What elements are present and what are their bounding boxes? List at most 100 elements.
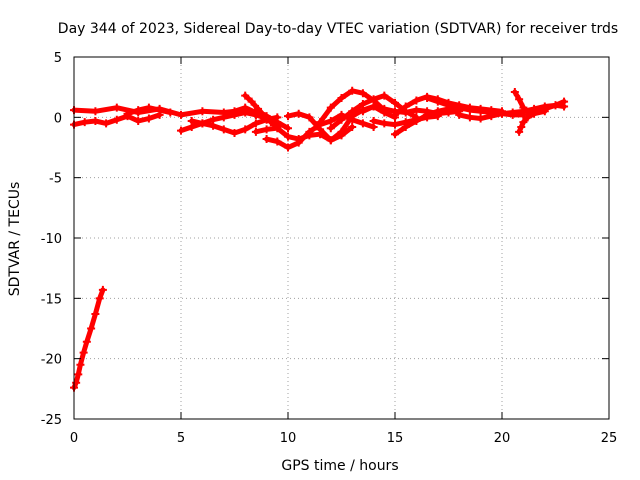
data-point — [177, 110, 185, 119]
data-point — [540, 107, 549, 116]
data-point — [241, 103, 250, 112]
data-point — [95, 294, 104, 303]
data-point — [391, 130, 399, 139]
data-point — [358, 89, 367, 98]
data-point — [251, 119, 260, 128]
data-point — [219, 113, 228, 122]
data-point — [262, 125, 271, 134]
data-point — [423, 113, 432, 122]
data-point — [91, 116, 100, 125]
x-tick-label: 25 — [601, 431, 618, 446]
y-tick-label: -25 — [41, 413, 62, 428]
data-point — [337, 127, 346, 136]
data-point — [198, 119, 207, 128]
data-point — [530, 109, 539, 118]
data-point — [247, 97, 256, 106]
data-point — [391, 110, 399, 119]
data-point — [241, 91, 250, 100]
data-point — [198, 107, 207, 116]
data-point — [519, 103, 528, 112]
data-point — [177, 126, 185, 135]
data-marks — [70, 86, 569, 392]
data-point — [123, 109, 132, 118]
data-point — [305, 127, 314, 136]
data-point — [230, 129, 239, 138]
data-point — [369, 95, 378, 104]
data-point — [144, 114, 153, 123]
data-point — [465, 106, 474, 115]
data-point — [251, 127, 260, 136]
data-point — [241, 125, 250, 134]
data-point — [348, 86, 357, 95]
x-tick-label: 10 — [280, 431, 297, 446]
data-point — [412, 115, 421, 124]
data-point — [487, 112, 496, 121]
data-point — [560, 97, 569, 106]
x-tick-label: 0 — [70, 431, 78, 446]
data-point — [326, 116, 335, 125]
data-point — [284, 143, 292, 152]
data-point — [337, 94, 346, 103]
data-point — [401, 102, 410, 111]
y-tick-label: 0 — [54, 111, 62, 126]
data-point — [444, 101, 453, 110]
data-point — [423, 94, 432, 103]
data-point — [476, 114, 485, 123]
data-point — [166, 108, 175, 117]
data-point — [401, 118, 410, 127]
data-point — [316, 125, 325, 134]
y-tick-label: -10 — [41, 232, 62, 247]
data-point — [294, 109, 303, 118]
series-arc3 — [70, 110, 164, 129]
data-point — [144, 103, 153, 112]
x-tick-label: 5 — [177, 431, 185, 446]
data-point — [284, 112, 292, 121]
data-point — [380, 119, 389, 128]
data-point — [80, 118, 89, 127]
data-point — [337, 115, 346, 124]
data-point — [262, 135, 271, 144]
data-point — [391, 98, 399, 107]
data-point — [87, 324, 96, 333]
data-point — [433, 97, 442, 106]
data-point — [515, 95, 524, 104]
series-line — [360, 104, 462, 117]
data-point — [523, 113, 532, 122]
series-arc17 — [369, 112, 442, 129]
data-point — [412, 96, 421, 105]
data-point — [230, 107, 239, 116]
data-point — [254, 104, 263, 113]
data-point — [508, 108, 517, 117]
x-axis-label: GPS time / hours — [281, 458, 398, 474]
data-point — [433, 112, 442, 121]
y-tick-label: 5 — [54, 51, 62, 66]
data-point — [91, 310, 100, 319]
data-point — [82, 337, 91, 346]
data-point — [219, 125, 228, 134]
series-arc4 — [123, 103, 175, 118]
data-point — [369, 102, 378, 111]
data-point — [134, 106, 143, 115]
data-point — [91, 107, 100, 116]
data-point — [358, 107, 367, 116]
data-point — [380, 91, 389, 100]
data-point — [76, 360, 85, 369]
y-tick-label: -20 — [41, 353, 62, 368]
data-point — [465, 113, 474, 122]
data-point — [134, 116, 143, 125]
data-point — [155, 106, 164, 115]
data-point — [284, 132, 292, 141]
series-arc1 — [70, 285, 107, 392]
data-point — [326, 103, 335, 112]
data-point — [273, 124, 282, 133]
series-line — [71, 287, 106, 391]
data-point — [476, 107, 485, 116]
data-point — [72, 378, 81, 387]
data-point — [273, 137, 282, 146]
data-point — [358, 100, 367, 109]
axis-ticks: 0 5 10 15 20 25 -25 -20 -15 -10 -5 0 5 — [41, 51, 618, 446]
series-arc20 — [510, 87, 569, 117]
chart-title: Day 344 of 2023, Sidereal Day-to-day VTE… — [58, 21, 618, 37]
data-point — [498, 109, 506, 118]
